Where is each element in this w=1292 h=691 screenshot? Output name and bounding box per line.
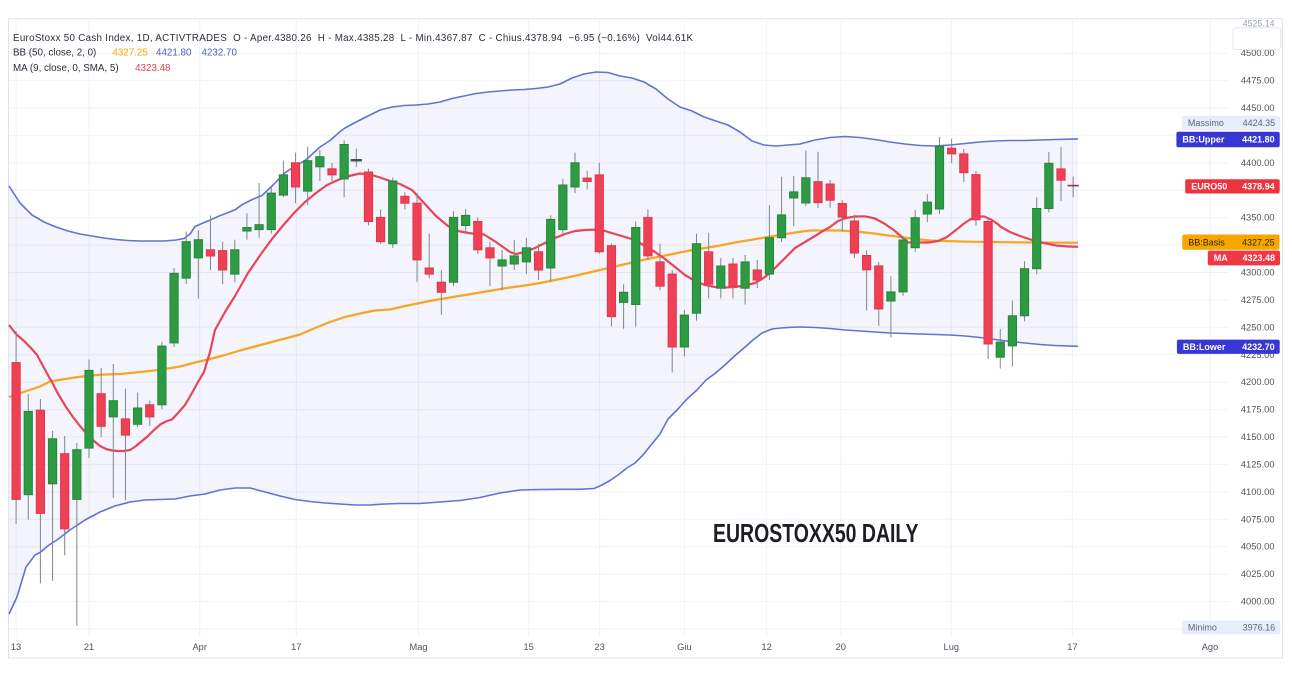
svg-text:Apr: Apr: [192, 642, 206, 652]
svg-text:4225.00: 4225.00: [1241, 350, 1275, 360]
svg-text:4025.00: 4025.00: [1241, 569, 1275, 579]
svg-text:21: 21: [84, 642, 94, 652]
svg-text:Minimo: Minimo: [1188, 623, 1217, 633]
svg-text:4424.35: 4424.35: [1243, 118, 1276, 128]
svg-text:4421.80: 4421.80: [1242, 135, 1275, 145]
svg-text:Giu: Giu: [677, 642, 691, 652]
svg-text:EURO50: EURO50: [1191, 182, 1227, 192]
svg-text:4200.00: 4200.00: [1241, 377, 1275, 387]
svg-text:EuroStoxx 50 Cash Index, 1D, A: EuroStoxx 50 Cash Index, 1D, ACTIVTRADES…: [13, 33, 693, 44]
svg-text:4250.00: 4250.00: [1241, 322, 1275, 332]
svg-text:EUROSTOXX50 DAILY: EUROSTOXX50 DAILY: [713, 520, 919, 548]
svg-text:Lug: Lug: [944, 642, 960, 652]
svg-text:4400.00: 4400.00: [1241, 158, 1275, 168]
svg-text:BB:Basis: BB:Basis: [1188, 237, 1225, 247]
svg-text:17: 17: [291, 642, 301, 652]
svg-text:4350.00: 4350.00: [1241, 213, 1275, 223]
svg-text:15: 15: [524, 642, 534, 652]
svg-text:4450.00: 4450.00: [1241, 103, 1275, 113]
svg-text:4175.00: 4175.00: [1241, 405, 1275, 415]
svg-text:Ago: Ago: [1202, 642, 1219, 652]
svg-text:4475.00: 4475.00: [1241, 76, 1275, 86]
svg-text:4275.00: 4275.00: [1241, 295, 1275, 305]
svg-text:23: 23: [594, 642, 604, 652]
svg-text:4300.00: 4300.00: [1241, 268, 1275, 278]
svg-text:BB:Lower: BB:Lower: [1183, 342, 1226, 352]
svg-text:4500.00: 4500.00: [1241, 48, 1275, 58]
svg-text:BB:Upper: BB:Upper: [1182, 135, 1224, 145]
svg-text:4050.00: 4050.00: [1241, 542, 1275, 552]
svg-text:4150.00: 4150.00: [1241, 432, 1275, 442]
svg-text:MA (9, close, 0, SMA, 5)4323.4: MA (9, close, 0, SMA, 5) 4323.48: [13, 63, 171, 74]
svg-text:4000.00: 4000.00: [1241, 597, 1275, 607]
svg-text:12: 12: [761, 642, 771, 652]
svg-text:4327.25: 4327.25: [1242, 237, 1275, 247]
svg-text:20: 20: [836, 642, 846, 652]
svg-text:13: 13: [11, 642, 21, 652]
svg-text:4100.00: 4100.00: [1241, 487, 1275, 497]
svg-text:Massimo: Massimo: [1188, 118, 1224, 128]
svg-text:4125.00: 4125.00: [1241, 459, 1275, 469]
svg-text:17: 17: [1067, 642, 1077, 652]
svg-text:4232.70: 4232.70: [1242, 342, 1275, 352]
svg-text:4323.48: 4323.48: [1242, 253, 1275, 263]
svg-text:4075.00: 4075.00: [1241, 514, 1275, 524]
svg-text:4378.94: 4378.94: [1242, 182, 1275, 192]
svg-text:Mag: Mag: [409, 642, 427, 652]
svg-text:4525.14: 4525.14: [1243, 19, 1275, 29]
svg-text:MA: MA: [1214, 253, 1228, 263]
svg-text:3976.16: 3976.16: [1243, 623, 1276, 633]
